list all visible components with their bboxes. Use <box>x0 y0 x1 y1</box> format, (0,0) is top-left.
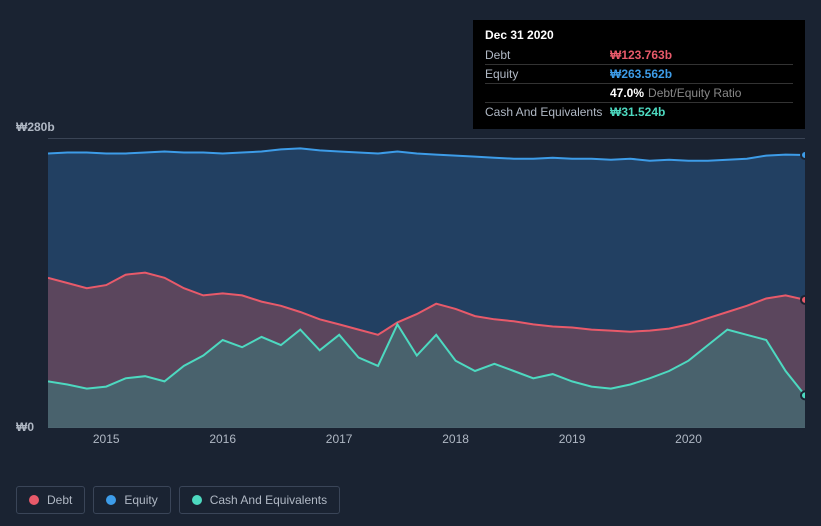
tooltip-row: 47.0% Debt/Equity Ratio <box>485 83 793 102</box>
tooltip-suffix: Debt/Equity Ratio <box>648 86 741 100</box>
tooltip-value: ₩123.763b <box>610 48 672 62</box>
legend-item-cash-and-equivalents[interactable]: Cash And Equivalents <box>179 486 340 514</box>
tooltip-value: ₩31.524b <box>610 105 665 119</box>
tooltip-label: Equity <box>485 67 610 81</box>
legend-dot-icon <box>192 495 202 505</box>
tooltip-row: Equity₩263.562b <box>485 64 793 83</box>
tooltip-row: Cash And Equivalents₩31.524b <box>485 102 793 121</box>
legend-label: Cash And Equivalents <box>210 493 327 507</box>
y-axis-max-label: ₩280b <box>16 120 55 134</box>
tooltip-label: Debt <box>485 48 610 62</box>
balance-sheet-chart: ₩280b ₩0 201520162017201820192020 <box>16 120 805 440</box>
legend-item-equity[interactable]: Equity <box>93 486 170 514</box>
legend: Debt Equity Cash And Equivalents <box>16 486 340 514</box>
legend-dot-icon <box>106 495 116 505</box>
x-tick: 2020 <box>675 432 702 446</box>
x-tick: 2018 <box>442 432 469 446</box>
tooltip-row: Debt₩123.763b <box>485 46 793 64</box>
legend-label: Debt <box>47 493 72 507</box>
tooltip-value: 47.0% <box>610 86 644 100</box>
tooltip-label <box>485 86 610 100</box>
tooltip-label: Cash And Equivalents <box>485 105 610 119</box>
x-tick: 2017 <box>326 432 353 446</box>
x-axis: 2015 2016 2017 2018 2019 2020 <box>48 432 805 452</box>
plot-area[interactable] <box>48 138 805 428</box>
chart-tooltip: Dec 31 2020 Debt₩123.763bEquity₩263.562b… <box>473 20 805 129</box>
legend-item-debt[interactable]: Debt <box>16 486 85 514</box>
x-tick: 2019 <box>559 432 586 446</box>
legend-dot-icon <box>29 495 39 505</box>
legend-label: Equity <box>124 493 157 507</box>
debt-end-marker <box>801 296 805 304</box>
cash-end-marker <box>801 391 805 399</box>
tooltip-value: ₩263.562b <box>610 67 672 81</box>
y-axis-min-label: ₩0 <box>16 420 34 434</box>
equity-end-marker <box>801 151 805 159</box>
x-tick: 2016 <box>209 432 236 446</box>
x-tick: 2015 <box>93 432 120 446</box>
tooltip-date: Dec 31 2020 <box>485 28 793 46</box>
